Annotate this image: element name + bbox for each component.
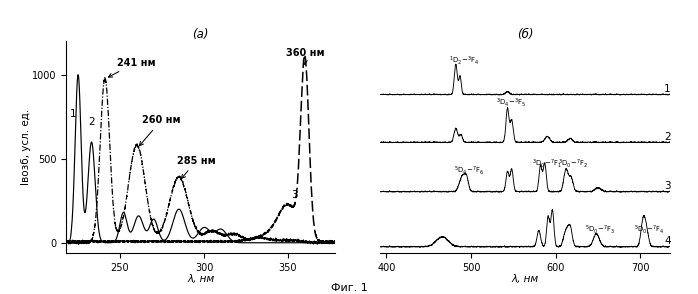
Text: $\mathregular{^1D_2{-}^3F_4}$: $\mathregular{^1D_2{-}^3F_4}$ [449,54,480,67]
Text: 1: 1 [70,109,76,119]
Text: $\mathregular{^5D_0{-}^7F_3}$: $\mathregular{^5D_0{-}^7F_3}$ [586,224,616,236]
Text: 241 нм: 241 нм [108,58,156,77]
Text: $\mathregular{^5D_0{-}^7F_4}$: $\mathregular{^5D_0{-}^7F_4}$ [634,224,664,236]
Text: $\mathregular{^3D_4{-}^3F_5}$: $\mathregular{^3D_4{-}^3F_5}$ [496,96,527,109]
Text: 360 нм: 360 нм [286,48,325,64]
Text: $\mathregular{^3D_0{-}^7F_2}$: $\mathregular{^3D_0{-}^7F_2}$ [558,157,588,170]
Text: 4: 4 [664,236,671,246]
Text: 1: 1 [664,84,671,94]
Text: $\mathregular{^3D_0{-}^7F_1}$: $\mathregular{^3D_0{-}^7F_1}$ [532,157,562,170]
Text: Фиг. 1: Фиг. 1 [331,283,367,293]
X-axis label: λ, нм: λ, нм [512,274,539,284]
Text: 285 нм: 285 нм [177,156,216,178]
X-axis label: λ, нм: λ, нм [187,274,214,284]
Text: 2: 2 [88,117,95,127]
Title: (б): (б) [517,28,533,41]
Text: 2: 2 [664,132,671,142]
Text: $\mathregular{^5D_4{-}^7F_6}$: $\mathregular{^5D_4{-}^7F_6}$ [454,164,484,177]
Y-axis label: Iвозб, усл. ед.: Iвозб, усл. ед. [21,109,31,185]
Text: 3: 3 [291,190,298,200]
Title: (а): (а) [193,28,209,41]
Text: 260 нм: 260 нм [140,116,181,146]
Text: 3: 3 [664,181,671,191]
